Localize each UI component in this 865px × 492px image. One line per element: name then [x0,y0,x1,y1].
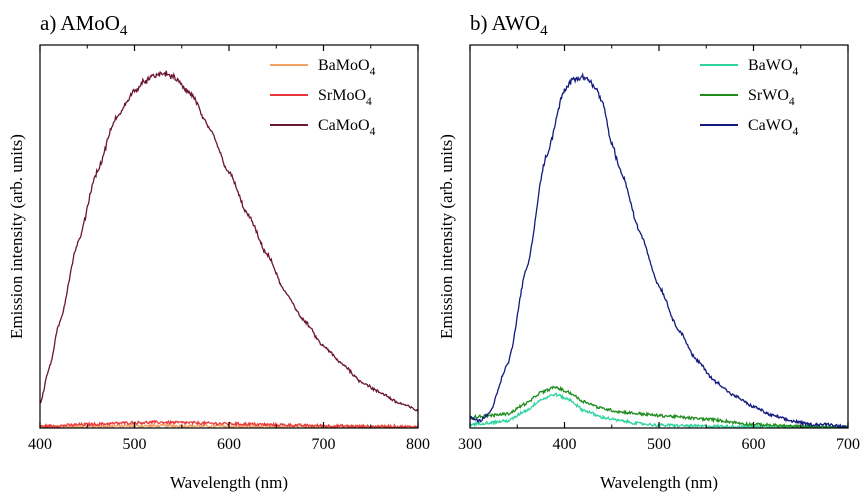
legend-label: CaWO4 [748,117,798,138]
x-tick-label: 800 [406,436,430,453]
panel-title-main: b) AWO [470,11,540,35]
series-line-cawo4 [470,72,848,428]
y-axis-label: Emission intensity (arb. units) [7,134,26,339]
x-tick-label: 400 [553,436,577,453]
legend-label-main: SrWO [748,87,789,104]
legend-label-subscript: 4 [370,66,376,78]
legend-label-main: BaWO [748,57,792,74]
x-tick-label: 500 [647,436,671,453]
legend-label-subscript: 4 [792,126,798,138]
series-line-camoo4 [40,70,418,412]
legend-label-main: SrMoO [318,87,366,104]
legend-label-subscript: 4 [370,126,376,138]
legend-label: SrWO4 [748,87,795,108]
legend-label-main: CaMoO [318,117,370,134]
x-tick-label: 600 [742,436,766,453]
legend-label: SrMoO4 [318,87,372,108]
panel-title: b) AWO4 [470,11,548,39]
legend-label-subscript: 4 [366,96,372,108]
x-tick-label: 700 [312,436,336,453]
legend-label: CaMoO4 [318,117,376,138]
legend-label-main: CaWO [748,117,792,134]
legend-label-subscript: 4 [792,66,798,78]
panel-title-subscript: 4 [540,23,548,39]
x-tick-label: 400 [28,436,52,453]
x-tick-label: 300 [458,436,482,453]
x-axis-label: Wavelength (nm) [600,473,718,492]
x-axis-label: Wavelength (nm) [170,473,288,492]
panel-title-main: a) AMoO [40,11,120,35]
panel-title-subscript: 4 [120,23,128,39]
x-tick-label: 500 [123,436,147,453]
legend-label: BaWO4 [748,57,798,78]
x-tick-label: 600 [217,436,241,453]
x-tick-label: 700 [836,436,860,453]
panel-title: a) AMoO4 [40,11,128,39]
legend-label: BaMoO4 [318,57,376,78]
legend-label-subscript: 4 [789,96,795,108]
series-line-srwo4 [470,385,848,428]
legend-label-main: BaMoO [318,57,370,74]
y-axis-label: Emission intensity (arb. units) [437,134,456,339]
